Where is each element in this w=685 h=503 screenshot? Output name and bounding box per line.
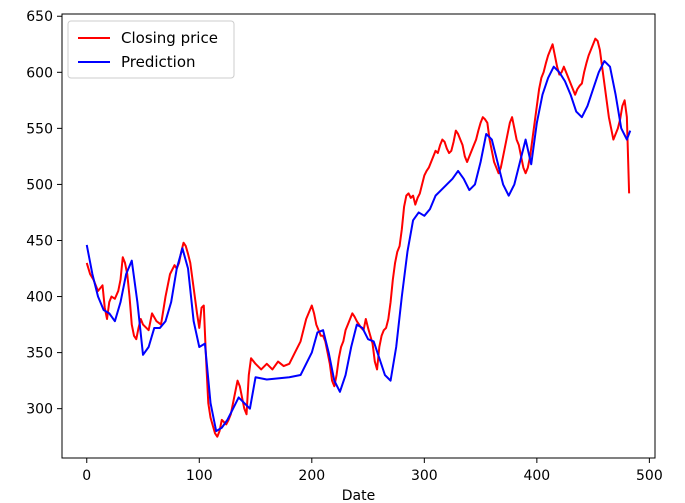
series-line-prediction [85,60,632,433]
y-tick-label: 550 [26,121,53,137]
x-axis-title: Date [342,488,375,503]
x-tick-label: 400 [523,468,550,484]
x-tick-label: 0 [82,468,91,484]
series-line-closing-price [85,37,631,438]
x-axis: 0 100 200 300 400 500 [82,458,663,484]
x-tick-label: 300 [411,468,438,484]
y-tick-label: 500 [26,177,53,193]
x-tick-label: 100 [186,468,213,484]
y-tick-label: 450 [26,233,53,249]
plot-frame [61,13,656,459]
legend-label: Prediction [121,53,196,71]
x-tick-label: 500 [636,468,663,484]
legend-box [67,20,235,79]
y-tick-label: 300 [26,402,53,418]
y-tick-label: 600 [26,65,53,81]
legend-label: Closing price [121,29,218,47]
y-axis: 300 350 400 450 500 550 600 650 [26,9,62,418]
y-tick-label: 400 [26,290,53,306]
y-tick-label: 650 [26,9,53,25]
x-tick-label: 200 [298,468,325,484]
y-tick-label: 350 [26,346,53,362]
legend: Closing price Prediction [67,20,235,79]
series-layer [85,37,632,438]
